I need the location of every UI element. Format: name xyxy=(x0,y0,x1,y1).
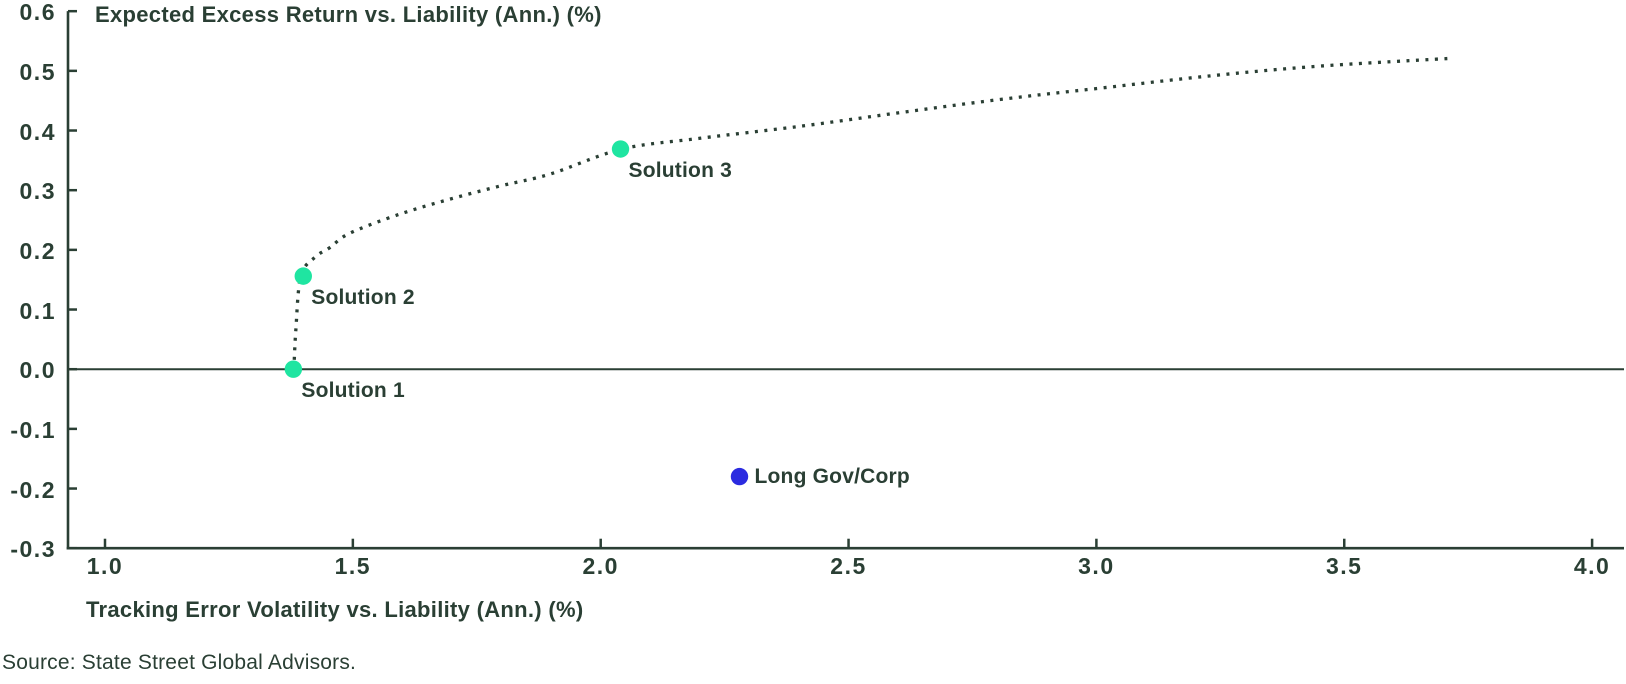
point-label-solution-2: Solution 2 xyxy=(311,286,415,310)
y-tick-label: 0.0 xyxy=(19,357,56,384)
frontier-curve xyxy=(292,56,1452,370)
x-tick-label: 2.5 xyxy=(830,553,867,580)
x-axis-label: Tracking Error Volatility vs. Liability … xyxy=(86,597,584,622)
point-label-solution-3: Solution 3 xyxy=(628,159,733,183)
chart-title: Expected Excess Return vs. Liability (An… xyxy=(95,2,602,27)
point-label-solution-1: Solution 1 xyxy=(301,379,405,403)
x-tick-label: 1.0 xyxy=(86,553,124,580)
y-tick-label: 0.4 xyxy=(19,118,56,145)
x-tick-label: 3.0 xyxy=(1078,553,1115,580)
point-label-long-gov-corp: Long Gov/Corp xyxy=(754,464,910,488)
y-tick-label: 0.3 xyxy=(19,178,56,205)
y-tick-label: 0.1 xyxy=(19,297,56,324)
x-tick-label: 4.0 xyxy=(1573,553,1611,580)
y-tick-label: -0.3 xyxy=(10,536,56,563)
y-tick-label: -0.1 xyxy=(10,416,56,443)
source-note: Source: State Street Global Advisors. xyxy=(2,651,357,674)
point-solution-2 xyxy=(294,267,312,285)
y-tick-label: 0.5 xyxy=(19,58,56,85)
x-tick-label: 3.5 xyxy=(1326,553,1363,580)
point-solution-3 xyxy=(611,140,630,158)
point-solution-1 xyxy=(284,360,303,378)
y-tick-label: 0.2 xyxy=(19,237,56,264)
point-long-gov-corp xyxy=(730,467,749,486)
y-tick-label: -0.2 xyxy=(10,476,56,503)
y-tick-label: 0.6 xyxy=(19,0,56,26)
x-tick-label: 2.0 xyxy=(582,553,619,580)
x-tick-label: 1.5 xyxy=(334,553,372,580)
